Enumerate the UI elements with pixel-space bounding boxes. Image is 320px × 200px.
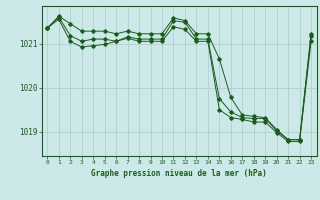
X-axis label: Graphe pression niveau de la mer (hPa): Graphe pression niveau de la mer (hPa): [91, 169, 267, 178]
